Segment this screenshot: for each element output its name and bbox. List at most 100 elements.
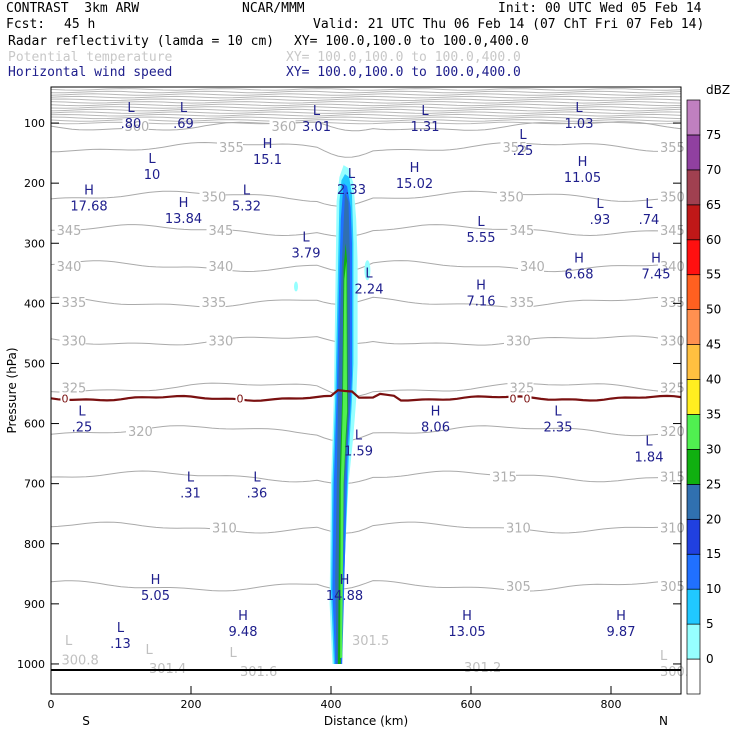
- y-tick-label: 400: [24, 297, 45, 310]
- theta-contour-label: 310: [660, 522, 685, 537]
- wind-low-letter: L: [519, 128, 527, 143]
- wind-high-letter: H: [263, 137, 273, 152]
- zero-contour-label: 0: [62, 392, 69, 405]
- theta-contour-label: 335: [510, 296, 535, 311]
- wind-extremum-value: 15.1: [253, 153, 282, 168]
- zero-label-bg: [60, 392, 70, 405]
- theta-contour-label: 305: [660, 580, 685, 595]
- wind-low-letter: L: [355, 429, 363, 444]
- colorbar-level-label: 30: [706, 442, 721, 456]
- wind-extremum-value: 6.68: [565, 267, 594, 282]
- wind-low-letter: L: [477, 215, 485, 230]
- theta-label-bg: [497, 189, 523, 204]
- org-label: NCAR/MMM: [242, 1, 305, 16]
- colorbar-swatch: [686, 518, 701, 555]
- colorbar-level-label: 70: [706, 163, 721, 177]
- theta-contours: 360 360 355 355 355 350 350 350 345 345 345 345 340 3…: [50, 119, 689, 680]
- theta-label-bg: [54, 259, 81, 274]
- wind-extremum-value: 2.33: [337, 183, 366, 198]
- colorbar-swatch: [686, 204, 701, 241]
- field-reflectivity-xy: XY= 100.0,100.0 to 100.0,400.0: [294, 34, 529, 49]
- wind-high-letter: H: [179, 196, 189, 211]
- colorbar-swatch: [686, 169, 701, 206]
- wind-low-letter: L: [148, 152, 156, 167]
- theta-label-bg: [199, 295, 226, 310]
- colorbar-swatch: [686, 309, 701, 345]
- wind-extremum-value: .69: [173, 117, 194, 132]
- wind-low-letter: L: [187, 471, 195, 486]
- theta-contour-label: 360: [125, 120, 150, 135]
- theta-label-bg: [658, 259, 684, 274]
- zero-label-bg: [522, 392, 532, 405]
- wind-extremum-value: .80: [121, 117, 142, 132]
- theta-label-bg: [658, 380, 684, 395]
- theta-contour-label: 335: [62, 296, 87, 311]
- wind-extremum-value: .31: [180, 487, 201, 502]
- wind-extremum-value: 9.48: [229, 625, 258, 640]
- wind-extremum-value: 5.05: [141, 589, 170, 604]
- wind-low-letter: L: [645, 197, 653, 212]
- upper-theta-line: [50, 88, 682, 91]
- theta-contour-label: 335: [660, 296, 685, 311]
- x-tick-label: 800: [601, 698, 622, 711]
- x-axis-title: Distance (km): [324, 714, 408, 728]
- colorbar-swatch: [686, 449, 701, 485]
- wind-extremum-value: 13.84: [165, 212, 202, 227]
- wind-extremum-value: 5.32: [232, 199, 261, 214]
- surface-theta-label: 301.2: [464, 661, 501, 676]
- upper-theta-line: [50, 108, 682, 112]
- wind-extremum-value: 5.55: [467, 231, 496, 246]
- wind-low-letter: L: [645, 435, 653, 450]
- y-tick-label: 200: [24, 177, 45, 190]
- reflectivity-column: [294, 165, 371, 665]
- y-axis-title: Pressure (hPa): [5, 347, 19, 433]
- theta-label-bg: [59, 295, 86, 310]
- y-tick-label: 300: [24, 237, 45, 250]
- surface-theta-label: 301.6: [240, 665, 277, 680]
- wind-low-letter: L: [302, 230, 310, 245]
- upper-theta-line: [50, 103, 682, 107]
- wind-extremum-value: 2.35: [544, 421, 573, 436]
- theta-contour-label: 345: [209, 224, 234, 239]
- theta-contour-label: 315: [492, 470, 517, 485]
- colorbar-swatch: [686, 99, 701, 136]
- colorbar-level-label: 10: [706, 582, 721, 596]
- upper-theta-line: [50, 113, 682, 117]
- theta-contour-line: [50, 190, 681, 207]
- forecast-label: Fcst:: [6, 17, 46, 32]
- zero-label-bg: [235, 392, 245, 405]
- wind-extremum-value: 17.68: [70, 199, 107, 214]
- y-tick-label: 800: [24, 538, 45, 551]
- wind-high-letter: H: [462, 609, 472, 624]
- theta-contour-label: 310: [506, 522, 531, 537]
- theta-label-bg: [210, 520, 236, 535]
- plot-frame: [50, 86, 682, 695]
- wind-extremum-value: .25: [72, 421, 93, 436]
- wind-extremum-value: 1.84: [635, 451, 664, 466]
- colorbar: dBZ 0 5 10 15 20 25 30 35 40 45 50 55 60 65 70 75: [686, 83, 730, 695]
- theta-contour-label: 320: [128, 425, 153, 440]
- wind-extremum-value: .74: [639, 213, 660, 228]
- init-time: Init: 00 UTC Wed 05 Feb 14: [498, 1, 702, 16]
- surface-theta-label: 300.8: [62, 654, 99, 669]
- theta-contour-label: 340: [520, 260, 545, 275]
- theta-label-bg: [658, 469, 684, 484]
- theta-label-bg: [658, 223, 684, 238]
- colorbar-level-label: 45: [706, 338, 721, 352]
- y-tick-label: 100: [24, 117, 45, 130]
- wind-extremum-value: 10: [144, 168, 161, 183]
- colorbar-level-label: 65: [706, 198, 721, 212]
- theta-contour-label: 330: [506, 335, 531, 350]
- x-end-label-north: N: [659, 714, 668, 728]
- wind-high-letter: H: [84, 183, 94, 198]
- theta-label-bg: [59, 380, 86, 395]
- wind-extremum-value: .36: [247, 487, 268, 502]
- wind-extremum-value: 1.31: [411, 120, 440, 135]
- theta-contour-line: [50, 141, 682, 158]
- theta-label-bg: [658, 189, 684, 204]
- theta-label-bg: [658, 140, 684, 155]
- x-tick-label: 400: [321, 698, 342, 711]
- field-wind-xy: XY= 100.0,100.0 to 100.0,400.0: [286, 65, 521, 80]
